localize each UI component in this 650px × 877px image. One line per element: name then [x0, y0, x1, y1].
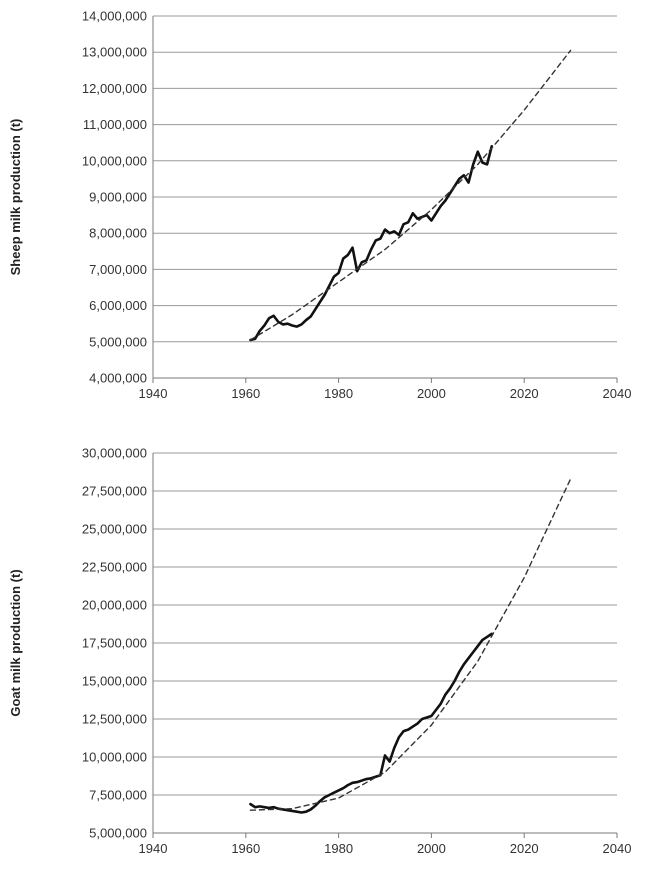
y-tick-label: 10,000,000 — [82, 750, 147, 765]
y-tick-label: 4,000,000 — [89, 371, 147, 386]
y-axis-label: Goat milk production (t) — [8, 569, 23, 716]
y-tick-label: 25,000,000 — [82, 522, 147, 537]
production-line — [249, 632, 494, 814]
trend-line — [249, 49, 572, 341]
y-tick-label: 17,500,000 — [82, 636, 147, 651]
x-tick-label: 1980 — [324, 386, 353, 401]
production-line — [249, 145, 494, 342]
y-tick-label: 7,500,000 — [89, 788, 147, 803]
y-tick-label: 5,000,000 — [89, 334, 147, 349]
y-tick-label: 11,000,000 — [83, 117, 147, 132]
x-tick-label: 2040 — [603, 841, 632, 856]
y-tick-label: 13,000,000 — [82, 45, 147, 60]
y-tick-label: 14,000,000 — [82, 9, 147, 24]
x-tick-label: 1940 — [139, 841, 168, 856]
x-tick-label: 2000 — [417, 386, 446, 401]
x-tick-label: 2020 — [510, 841, 539, 856]
y-tick-label: 6,000,000 — [89, 298, 147, 313]
sheep-milk-chart: 4,000,000 5,000,000 6,000,000 7,000,000 8,00… — [8, 9, 631, 402]
x-tick-label: 2000 — [417, 841, 446, 856]
y-tick-label: 8,000,000 — [89, 226, 147, 241]
y-axis-label: Sheep milk production (t) — [8, 119, 23, 276]
goat-milk-chart: 5,000,000 7,500,000 10,000,000 12,500,000 15… — [8, 446, 631, 857]
x-tick-label: 1960 — [231, 841, 260, 856]
y-tick-label: 5,000,000 — [89, 826, 147, 841]
y-tick-label: 9,000,000 — [89, 190, 147, 205]
x-tick-label: 2040 — [603, 386, 632, 401]
y-tick-label: 15,000,000 — [82, 674, 147, 689]
y-tick-label: 20,000,000 — [82, 598, 147, 613]
y-tick-label: 12,000,000 — [82, 81, 147, 96]
trend-line — [249, 478, 572, 811]
x-tick-label: 1940 — [139, 386, 168, 401]
y-tick-label: 30,000,000 — [82, 446, 147, 461]
y-tick-label: 10,000,000 — [82, 153, 147, 168]
y-tick-label: 27,500,000 — [82, 484, 147, 499]
x-tick-label: 1980 — [324, 841, 353, 856]
y-tick-label: 7,000,000 — [89, 262, 147, 277]
x-tick-label: 2020 — [510, 386, 539, 401]
y-tick-label: 22,500,000 — [82, 560, 147, 575]
x-tick-label: 1960 — [231, 386, 260, 401]
y-tick-label: 12,500,000 — [82, 712, 147, 727]
